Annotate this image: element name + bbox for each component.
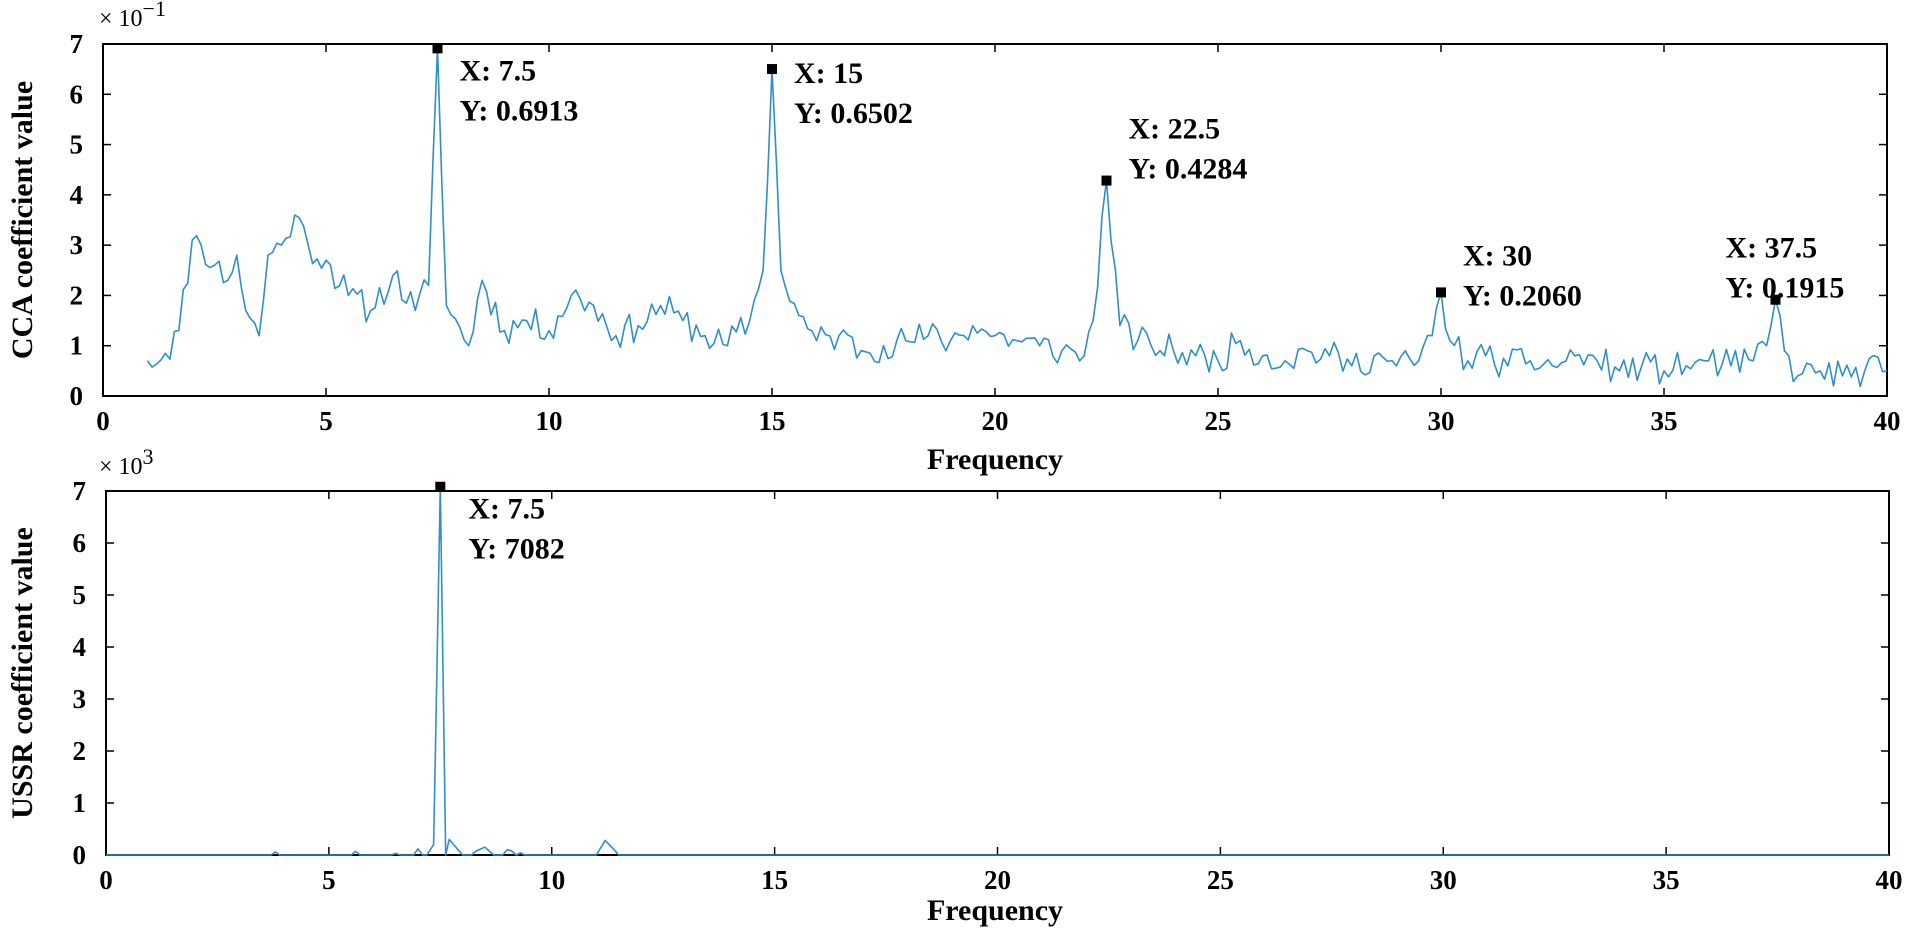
cca-x-tick-label: 30 — [1428, 406, 1455, 436]
cca-x-tick-label: 5 — [319, 406, 333, 436]
ussr-datatip-y-label: Y: 7082 — [468, 533, 564, 566]
cca-datatip-x-label: X: 22.5 — [1129, 113, 1221, 146]
ussr-plot-frame — [105, 490, 1890, 856]
ussr-y-tick-label: 1 — [73, 788, 87, 818]
cca-y-tick-label: 0 — [70, 381, 84, 411]
ussr-multiplier-exponent: 3 — [143, 444, 154, 469]
cca-datatip-marker — [432, 43, 443, 54]
cca-y-tick-label: 2 — [70, 280, 84, 310]
ussr-datatip-marker — [435, 481, 446, 492]
ussr-multiplier-base: × 10 — [99, 454, 143, 480]
ussr-x-tick-label: 35 — [1653, 865, 1680, 895]
cca-datatip-y-label: Y: 0.2060 — [1463, 279, 1582, 312]
ussr-x-tick-label: 5 — [322, 865, 336, 895]
cca-multiplier-base: × 10 — [99, 6, 143, 32]
ussr-y-tick-label: 3 — [73, 684, 87, 714]
cca-chart-panel: 0 5 10 15 20 25 30 35 40 0 1 2 3 4 5 6 7 X: 7.5 Y: 0.6913… — [6, 0, 1901, 476]
ussr-datatip-x-label: X: 7.5 — [468, 493, 545, 526]
cca-y-tick-label: 5 — [70, 130, 84, 160]
cca-datatip-x-label: X: 7.5 — [460, 54, 537, 87]
cca-series-line — [146, 47, 1888, 388]
ussr-series — [106, 485, 1889, 856]
ussr-y-axis-title: USSR coefficient value — [6, 527, 39, 819]
ussr-y-tick-label: 4 — [73, 632, 87, 662]
ussr-y-tick-label: 2 — [73, 736, 87, 766]
cca-datatip-x-label: X: 37.5 — [1726, 232, 1818, 265]
ussr-ticks — [105, 490, 1890, 856]
ussr-x-tick-label: 25 — [1207, 865, 1234, 895]
ussr-x-tick-label: 15 — [761, 865, 788, 895]
cca-multiplier: × 10−1 — [99, 0, 166, 32]
ussr-x-tick-label: 30 — [1430, 865, 1457, 895]
ussr-x-axis-title: Frequency — [927, 894, 1063, 927]
cca-datatip-y-label: Y: 0.6502 — [794, 97, 913, 130]
cca-x-axis-title: Frequency — [927, 443, 1063, 476]
cca-x-tick-label: 0 — [96, 406, 110, 436]
cca-x-tick-label: 15 — [759, 406, 786, 436]
ussr-multiplier: × 103 — [99, 444, 154, 480]
cca-x-tick-label: 40 — [1874, 406, 1901, 436]
ussr-x-tick-label: 40 — [1876, 865, 1903, 895]
cca-y-tick-label: 3 — [70, 230, 84, 260]
cca-annotations: X: 7.5 Y: 0.6913 X: 15 Y: 0.6502 X: 22.5 Y: 0… — [432, 43, 1845, 312]
ussr-x-tick-label: 0 — [99, 865, 113, 895]
cca-datatip-x-label: X: 30 — [1463, 239, 1532, 272]
cca-y-tick-label: 6 — [70, 79, 84, 109]
ussr-annotations: X: 7.5 Y: 7082 — [435, 481, 565, 566]
ussr-y-tick-label: 7 — [73, 476, 87, 506]
ussr-x-tick-label: 20 — [984, 865, 1011, 895]
ussr-y-tick-label: 5 — [73, 580, 87, 610]
cca-tick-labels: 0 5 10 15 20 25 30 35 40 0 1 2 3 4 5 6 7 — [70, 29, 1901, 436]
ussr-y-tick-label: 0 — [73, 840, 87, 870]
ussr-x-tick-label: 10 — [538, 865, 565, 895]
cca-y-tick-label: 4 — [70, 180, 84, 210]
ussr-y-tick-label: 6 — [73, 528, 87, 558]
cca-x-tick-label: 35 — [1651, 406, 1678, 436]
cca-y-axis-title: CCA coefficient value — [6, 81, 39, 359]
cca-datatip-marker — [1101, 175, 1112, 186]
ussr-series-line — [106, 485, 1889, 856]
cca-datatip-marker — [1436, 287, 1446, 298]
cca-ticks — [102, 43, 1888, 397]
cca-datatip-marker — [1770, 294, 1781, 305]
cca-datatip-y-label: Y: 0.4284 — [1129, 153, 1248, 186]
ussr-chart-panel: 0 5 10 15 20 25 30 35 40 0 1 2 3 4 5 6 7 X: 7.5 Y: 7082 F… — [6, 444, 1903, 927]
ussr-tick-labels: 0 5 10 15 20 25 30 35 40 0 1 2 3 4 5 6 7 — [73, 476, 1903, 895]
cca-y-tick-label: 1 — [70, 331, 84, 361]
cca-datatip-marker — [767, 64, 777, 75]
cca-x-tick-label: 25 — [1205, 406, 1232, 436]
cca-plot-frame — [102, 43, 1888, 397]
cca-y-tick-label: 7 — [70, 29, 84, 59]
cca-multiplier-exponent: −1 — [143, 0, 166, 21]
cca-x-tick-label: 10 — [536, 406, 563, 436]
cca-x-tick-label: 20 — [982, 406, 1009, 436]
cca-series — [146, 47, 1888, 388]
cca-datatip-y-label: Y: 0.6913 — [460, 94, 579, 127]
cca-datatip-x-label: X: 15 — [794, 57, 863, 90]
cca-datatip-y-label: Y: 0.1915 — [1726, 272, 1845, 305]
